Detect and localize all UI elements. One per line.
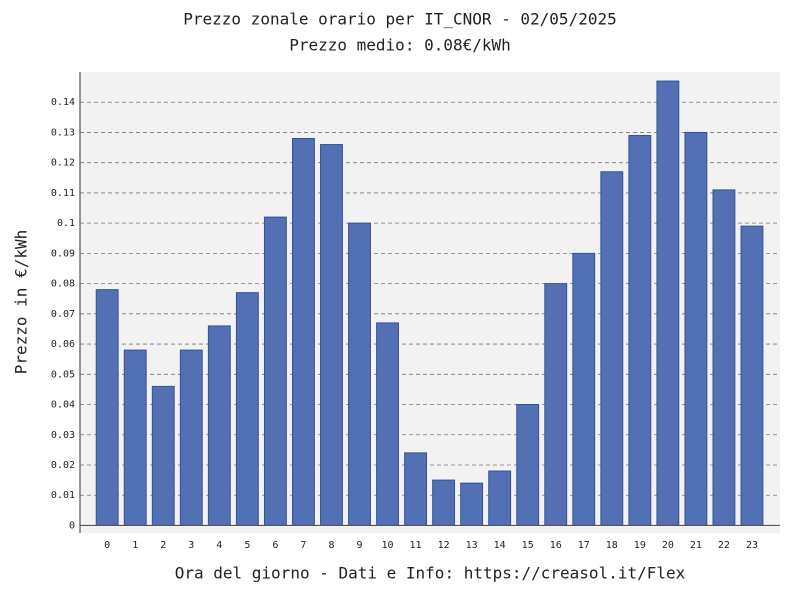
x-tick-label: 7 <box>300 540 306 551</box>
y-tick-label: 0.1 <box>57 218 75 229</box>
bar <box>516 404 540 526</box>
bar <box>488 470 512 526</box>
y-tick-label: 0 <box>69 520 75 531</box>
x-tick-label: 21 <box>690 540 702 551</box>
bar <box>95 289 119 526</box>
y-tick-label: 0.11 <box>51 188 75 199</box>
bar <box>656 80 680 526</box>
bar <box>712 189 736 526</box>
x-tick-label: 13 <box>466 540 478 551</box>
y-tick-label: 0.08 <box>51 279 75 290</box>
bar <box>404 452 427 526</box>
x-tick-label: 11 <box>410 540 422 551</box>
x-tick-label: 19 <box>634 540 646 551</box>
chart-title: Prezzo zonale orario per IT_CNOR - 02/05… <box>183 10 616 29</box>
x-tick-label: 16 <box>550 540 562 551</box>
y-tick-label: 0.02 <box>51 460 75 471</box>
y-tick-label: 0.04 <box>51 400 75 411</box>
y-tick-label: 0.14 <box>51 97 75 108</box>
x-tick-label: 3 <box>188 540 194 551</box>
y-tick-label: 0.06 <box>51 339 75 350</box>
x-tick-label: 1 <box>132 540 138 551</box>
x-tick-label: 6 <box>272 540 278 551</box>
bar <box>684 131 708 526</box>
y-tick-label: 0.09 <box>51 248 75 259</box>
bar <box>740 225 764 526</box>
bar <box>320 144 343 526</box>
y-tick-label: 0.03 <box>51 430 75 441</box>
bar <box>460 482 484 526</box>
x-tick-label: 4 <box>216 540 222 551</box>
bar <box>207 325 231 526</box>
bar <box>376 322 399 526</box>
y-tick-label: 0.07 <box>51 309 75 320</box>
x-tick-label: 5 <box>244 540 250 551</box>
x-tick-label: 14 <box>494 540 506 551</box>
bar <box>263 216 287 526</box>
x-tick-label: 2 <box>160 540 166 551</box>
x-tick-label: 17 <box>578 540 590 551</box>
y-tick-label: 0.01 <box>51 490 75 501</box>
x-tick-label: 15 <box>522 540 534 551</box>
bar <box>572 252 596 526</box>
bar <box>235 292 259 526</box>
x-tick-label: 12 <box>438 540 450 551</box>
bar <box>123 349 147 526</box>
chart-subtitle: Prezzo medio: 0.08€/kWh <box>289 36 511 55</box>
x-tick-label: 20 <box>662 540 674 551</box>
bar <box>179 349 203 526</box>
x-tick-label: 9 <box>356 540 362 551</box>
bar <box>432 479 456 526</box>
x-tick-label: 0 <box>104 540 110 551</box>
y-tick-label: 0.13 <box>51 127 75 138</box>
bar <box>348 222 371 526</box>
bar <box>544 283 568 526</box>
x-tick-label: 18 <box>606 540 618 551</box>
bar <box>291 138 315 526</box>
x-tick-label: 8 <box>328 540 334 551</box>
y-tick-label: 0.05 <box>51 369 75 380</box>
bar <box>628 134 652 526</box>
x-axis-label: Ora del giorno - Dati e Info: https://cr… <box>175 564 686 583</box>
x-tick-label: 23 <box>746 540 758 551</box>
y-axis-label: Prezzo in €/kWh <box>12 230 31 375</box>
x-tick-label: 10 <box>382 540 394 551</box>
bar <box>151 385 175 526</box>
x-tick-label: 22 <box>718 540 730 551</box>
y-tick-label: 0.12 <box>51 158 75 169</box>
bar <box>600 171 624 526</box>
